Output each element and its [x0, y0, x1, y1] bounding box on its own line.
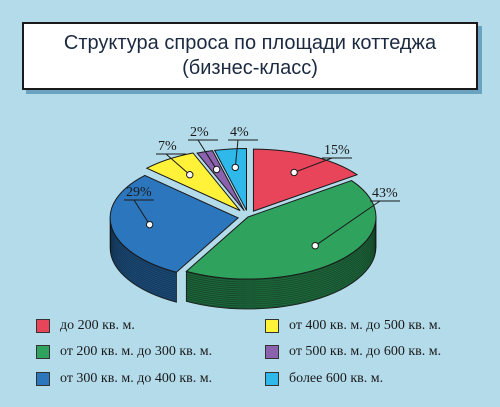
- legend-label-2: от 300 кв. м. до 400 кв. м.: [60, 371, 213, 386]
- legend-swatch-0: [36, 319, 50, 333]
- legend-item-5: более 600 кв. м.: [265, 371, 383, 387]
- legend-label-4: от 500 кв. м. до 600 кв. м.: [289, 344, 442, 359]
- pie-side-hatch: [109, 244, 177, 300]
- percent-label-1: 43%: [372, 186, 398, 201]
- legend-swatch-3: [265, 319, 279, 333]
- percent-label-4: 2%: [190, 125, 209, 140]
- percent-label-5: 4%: [230, 125, 249, 140]
- chart-title-box: Структура спроса по площади коттеджа (би…: [22, 22, 478, 90]
- percent-label-3: 7%: [158, 139, 177, 154]
- pie-side-hatch: [186, 221, 377, 285]
- legend-item-1: от 200 кв. м. до 300 кв. м.: [36, 344, 212, 360]
- leader-line-3: [165, 153, 191, 176]
- pie-slice-1: [185, 180, 377, 280]
- pie-side-hatch: [109, 230, 177, 286]
- pie-side-hatch: [109, 246, 177, 302]
- pie-side-hatch: [186, 223, 377, 287]
- legend-item-3: от 400 кв. м. до 500 кв. м.: [265, 318, 441, 334]
- pie-side-hatch: [186, 233, 377, 297]
- pie-side-hatch: [186, 227, 377, 291]
- legend-item-2: от 300 кв. м. до 400 кв. м.: [36, 371, 212, 387]
- leader-dot-0: [290, 168, 298, 177]
- pie-side-hatch: [186, 229, 377, 293]
- pie-side-hatch: [186, 241, 377, 305]
- leader-dot-2: [145, 220, 154, 229]
- pie-slice-4: [196, 150, 245, 212]
- leader-line-5: [234, 139, 239, 168]
- legend: до 200 кв. м. от 200 кв. м. до 300 кв. м…: [36, 314, 486, 394]
- leader-line-2: [133, 199, 151, 225]
- pie-side-hatch: [109, 240, 177, 296]
- pie-side-hatch: [109, 232, 177, 288]
- pie-side-hatch: [186, 231, 377, 295]
- pie-side-hatch: [109, 226, 177, 282]
- pie-side-hatch: [109, 234, 177, 290]
- legend-label-3: от 400 кв. м. до 500 кв. м.: [289, 318, 442, 333]
- legend-swatch-1: [36, 345, 50, 359]
- legend-label-0: до 200 кв. м.: [60, 318, 135, 333]
- pie-slice-3: [145, 152, 241, 212]
- pie-side-hatch: [186, 225, 377, 289]
- legend-swatch-4: [265, 345, 279, 359]
- legend-swatch-2: [36, 372, 50, 386]
- pie-side-hatch: [109, 224, 177, 280]
- pie-side-hatch: [186, 219, 377, 283]
- pie-side-hatch: [109, 220, 177, 276]
- leader-dot-5: [231, 163, 239, 172]
- pie-side-hatch: [109, 222, 177, 278]
- legend-swatch-5: [265, 372, 279, 386]
- pie-side-hatch: [186, 235, 377, 299]
- pie-side-hatch: [186, 243, 377, 307]
- pie-side-hatch: [186, 237, 377, 301]
- percent-label-2: 29%: [126, 185, 152, 200]
- chart-title: Структура спроса по площади коттеджа (би…: [63, 32, 437, 79]
- leader-dot-1: [311, 242, 319, 250]
- pie-side-hatch: [186, 239, 377, 303]
- leader-dot-3: [186, 171, 194, 179]
- pie-slice-5: [213, 147, 247, 211]
- legend-label-1: от 200 кв. м. до 300 кв. м.: [60, 344, 213, 359]
- pie-side-hatch: [109, 238, 177, 294]
- leader-dot-4: [212, 165, 221, 174]
- pie-slice-0: [252, 148, 359, 212]
- percent-label-0: 15%: [324, 143, 350, 158]
- pie-side-hatch: [109, 236, 177, 292]
- leader-line-4: [197, 139, 218, 170]
- pie-side-hatch: [109, 242, 177, 298]
- legend-item-0: до 200 кв. м.: [36, 318, 135, 334]
- legend-item-4: от 500 кв. м. до 600 кв. м.: [265, 344, 441, 360]
- pie-side-hatch: [186, 245, 377, 309]
- leader-line-0: [293, 157, 333, 173]
- leader-line-1: [314, 200, 381, 247]
- pie-side-hatch: [109, 228, 177, 284]
- legend-label-5: более 600 кв. м.: [289, 371, 384, 386]
